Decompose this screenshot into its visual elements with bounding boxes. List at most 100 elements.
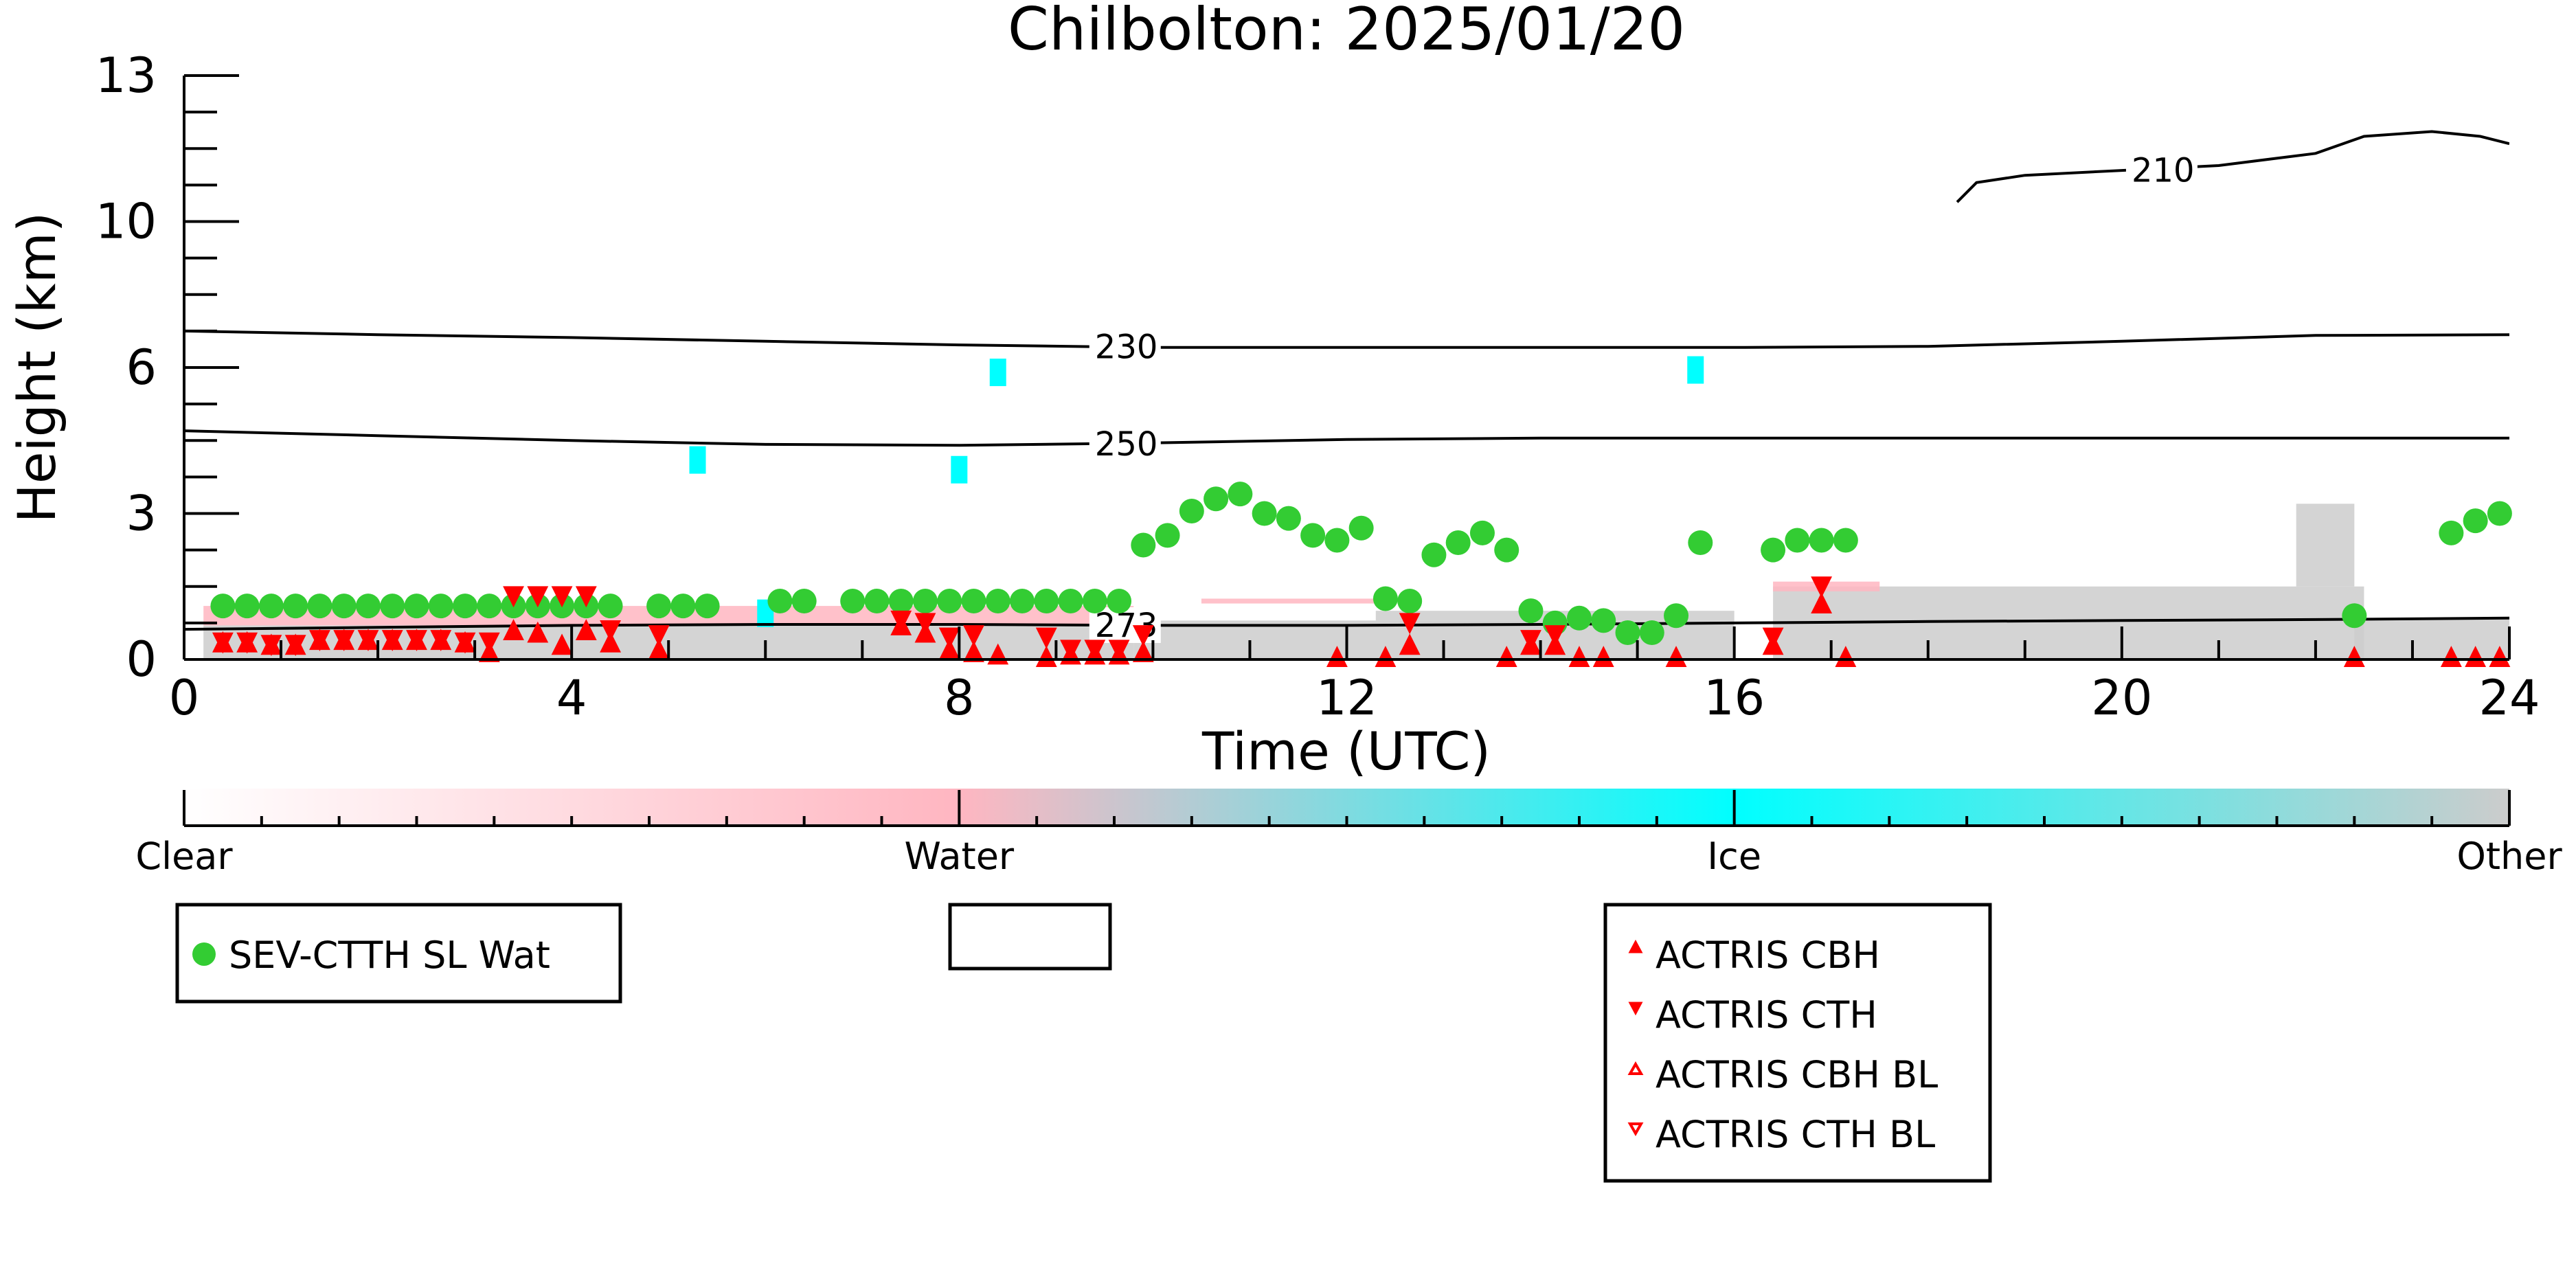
colorbar-label: Clear <box>135 835 233 878</box>
sev-point <box>1276 506 1301 531</box>
cloud-region <box>1201 598 1376 604</box>
cbh-point <box>2489 646 2511 667</box>
series-2 <box>212 576 1833 662</box>
cbh-point <box>1375 646 1397 667</box>
cbh-point <box>503 619 524 640</box>
cbh-point <box>963 641 984 662</box>
cth-point <box>575 586 597 608</box>
contour-label-bg <box>1089 328 1161 365</box>
cbh-point <box>1592 646 1614 667</box>
y-tick-label: 13 <box>95 47 157 104</box>
legend-empty-box <box>948 903 1112 971</box>
sev-point <box>1397 589 1423 613</box>
sev-point <box>331 594 357 619</box>
contour-label-bg <box>1089 425 1161 462</box>
sev-point <box>453 594 478 619</box>
cbh-point <box>1495 646 1517 667</box>
sev-point <box>1469 520 1495 545</box>
cth-point <box>503 586 524 608</box>
cth-point <box>1811 576 1833 598</box>
cloud-region <box>2296 504 2355 587</box>
colorbar-label: Ice <box>1707 835 1761 878</box>
cbh-point <box>2440 646 2462 667</box>
sev-point <box>1833 528 1858 553</box>
cbh-point <box>600 631 622 653</box>
cth-point <box>478 632 500 654</box>
sev-point <box>1761 537 1786 563</box>
sev-point <box>1010 589 1035 613</box>
sev-point <box>258 594 284 619</box>
sev-point <box>694 594 720 619</box>
x-tick-label: 4 <box>556 670 587 726</box>
sev-point <box>2342 603 2367 629</box>
sev-point <box>1179 498 1204 523</box>
cth-point <box>406 630 427 652</box>
sev-point <box>355 594 381 619</box>
cbh-point <box>1326 646 1348 667</box>
cbh-point <box>2465 646 2487 667</box>
y-tick-label: 6 <box>126 339 157 396</box>
sev-point <box>767 589 793 613</box>
x-tick-label: 16 <box>1704 670 1765 726</box>
cth-point <box>454 632 476 654</box>
legend-cth-bl-label: ACTRIS CTH BL <box>1656 1113 1935 1156</box>
sev-point <box>598 594 623 619</box>
x-tick-label: 20 <box>2091 670 2152 726</box>
classification-colorbar: Clear Water Ice Other <box>135 789 2562 878</box>
sev-point <box>428 594 453 619</box>
sev-point <box>646 594 672 619</box>
cth-point <box>600 620 622 642</box>
sev-point <box>1107 589 1132 613</box>
sev-point <box>1131 532 1156 558</box>
sev-point <box>670 594 696 619</box>
sev-point <box>985 589 1010 613</box>
colorbar-labels: Clear Water Ice Other <box>135 835 2562 878</box>
legend-sev-box <box>175 903 622 1004</box>
cth-point <box>357 630 379 652</box>
cth-point <box>963 625 984 646</box>
x-tick-label: 12 <box>1316 670 1377 726</box>
sev-point <box>1421 542 1447 567</box>
cth-point <box>1035 627 1057 649</box>
cth-point <box>551 586 573 608</box>
sev-point <box>380 594 405 619</box>
x-tick-label: 8 <box>944 670 975 726</box>
x-tick-label: 24 <box>2478 670 2540 726</box>
ice-patch <box>1687 356 1704 384</box>
sev-point <box>1082 589 1107 613</box>
sev-point <box>1809 528 1834 553</box>
cth-point <box>1544 625 1566 646</box>
ice-patch <box>951 455 968 484</box>
sev-point <box>1567 605 1592 631</box>
sev-point <box>307 594 332 619</box>
sev-point <box>864 589 890 613</box>
legend-cbh-label: ACTRIS CBH <box>1656 934 1880 977</box>
sev-point <box>888 589 914 613</box>
legend-sev-label: SEV-CTTH SL Wat <box>229 934 550 977</box>
sev-point <box>1518 598 1544 624</box>
sev-point <box>1324 528 1350 553</box>
cth-point <box>648 625 670 646</box>
cbh-point <box>1811 592 1833 614</box>
legend-empty-frame <box>948 903 1112 971</box>
cth-point <box>1084 640 1106 662</box>
ice-patch <box>989 359 1006 387</box>
cth-point <box>212 632 234 654</box>
legend-cth-label: ACTRIS CTH <box>1656 993 1877 1037</box>
sev-point <box>1639 620 1664 646</box>
x-tick-label: 0 <box>169 670 200 726</box>
sev-point <box>1228 482 1253 507</box>
cth-point <box>1399 613 1421 635</box>
contour-label: 250 <box>1095 425 1158 464</box>
legend-sev-marker <box>192 942 216 966</box>
sev-point <box>477 594 502 619</box>
cth-point <box>309 630 330 652</box>
y-tick-label: 3 <box>126 486 157 542</box>
cth-point <box>284 635 306 657</box>
cth-point <box>890 610 912 632</box>
cth-point <box>1520 630 1541 652</box>
sev-point <box>961 589 986 613</box>
colorbar-ticks <box>183 790 2511 826</box>
cbh-point <box>575 619 597 640</box>
